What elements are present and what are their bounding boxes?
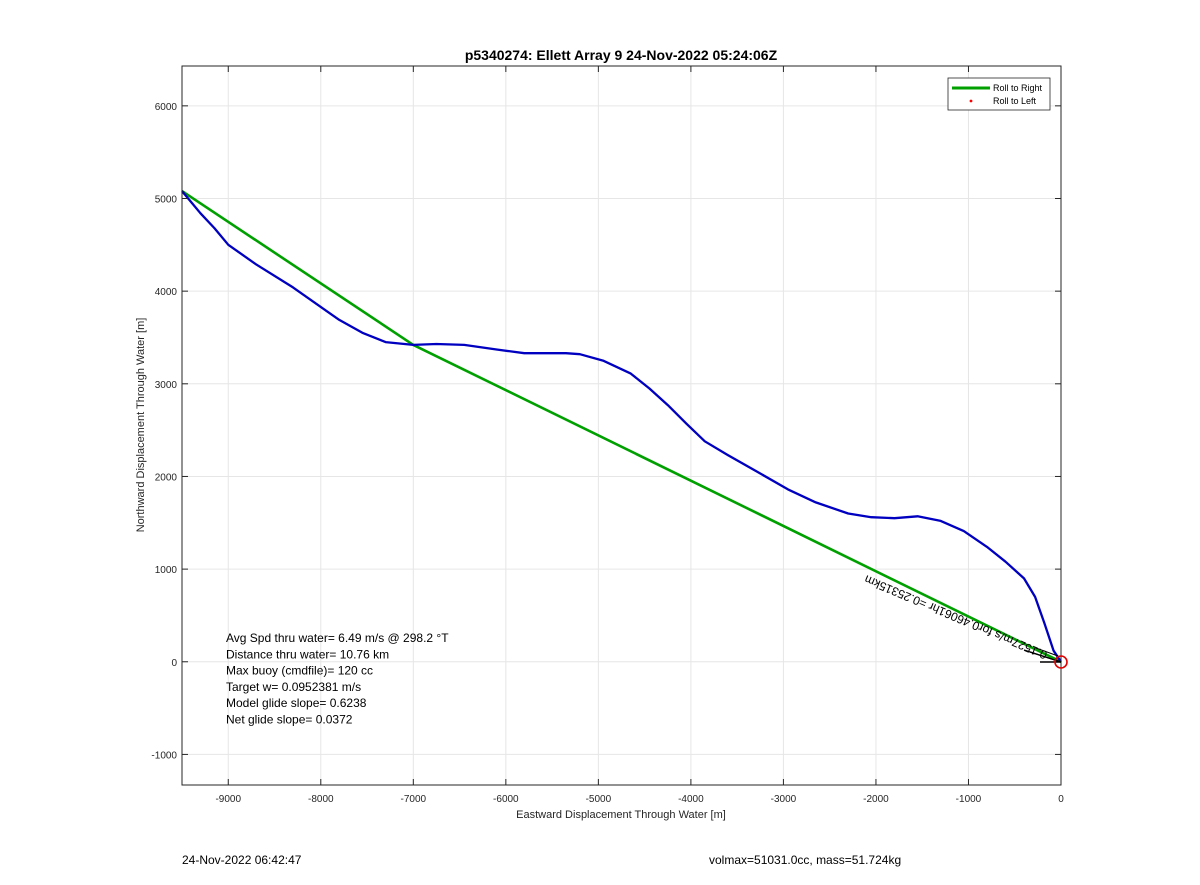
x-tick-label: -7000 xyxy=(401,794,427,805)
annotation-line: Max buoy (cmdfile)= 120 cc xyxy=(226,664,373,678)
annotation-line: Target w= 0.0952381 m/s xyxy=(226,680,361,694)
annotation-line: Distance thru water= 10.76 km xyxy=(226,647,389,661)
legend-label-roll-right: Roll to Right xyxy=(993,83,1043,93)
legend-box xyxy=(947,77,1051,111)
x-tick-label: -4000 xyxy=(678,794,704,805)
legend: Roll to Right Roll to Left xyxy=(947,77,1051,111)
x-axis-label: Eastward Displacement Through Water [m] xyxy=(516,809,726,821)
chart-title: p5340274: Ellett Array 9 24-Nov-2022 05:… xyxy=(465,47,778,63)
x-tick-label: -5000 xyxy=(586,794,612,805)
y-tick-label: 1000 xyxy=(155,565,178,576)
x-tick-label: -6000 xyxy=(493,794,519,805)
y-tick-label: 2000 xyxy=(155,472,178,483)
legend-label-roll-left: Roll to Left xyxy=(993,96,1037,106)
x-tick-label: -8000 xyxy=(308,794,334,805)
x-tick-label: -1000 xyxy=(956,794,982,805)
y-tick-label: 0 xyxy=(171,658,177,669)
y-tick-label: 3000 xyxy=(155,380,178,391)
legend-swatch-roll-left xyxy=(969,99,973,103)
y-tick-label: 6000 xyxy=(155,102,178,113)
stats-annotations: Avg Spd thru water= 6.49 m/s @ 298.2 °T D… xyxy=(226,631,449,727)
annotation-line: Avg Spd thru water= 6.49 m/s @ 298.2 °T xyxy=(226,631,449,645)
y-tick-labels: -1000 0 1000 2000 3000 4000 5000 6000 xyxy=(151,102,1061,761)
series-line-2 xyxy=(181,190,1062,663)
y-tick-label: 4000 xyxy=(155,287,178,298)
current-vector-label: 0.1527m/s for0.46061hr =0.25315km xyxy=(862,572,1049,662)
series-line-0 xyxy=(181,190,1062,663)
y-tick-label: -1000 xyxy=(151,750,177,761)
x-tick-label: -2000 xyxy=(863,794,889,805)
x-tick-label: -9000 xyxy=(215,794,241,805)
x-tick-labels: -9000 -8000 -7000 -6000 -5000 -4000 -3000 -2000… xyxy=(215,66,1064,805)
y-axis-label: Northward Displacement Through Water [m] xyxy=(135,318,147,533)
series-layer xyxy=(181,190,1062,663)
y-tick-label: 5000 xyxy=(155,194,178,205)
x-tick-label: 0 xyxy=(1058,794,1064,805)
annotation-line: Model glide slope= 0.6238 xyxy=(226,696,367,710)
footer-timestamp: 24-Nov-2022 06:42:47 xyxy=(182,853,302,867)
grid-lines xyxy=(182,66,1062,785)
end-position-marker xyxy=(1054,655,1068,669)
annotation-line: Net glide slope= 0.0372 xyxy=(226,713,353,727)
x-tick-label: -3000 xyxy=(771,794,797,805)
footer-params: volmax=51031.0cc, mass=51.724kg xyxy=(709,853,902,867)
plot-frame xyxy=(181,65,1062,786)
